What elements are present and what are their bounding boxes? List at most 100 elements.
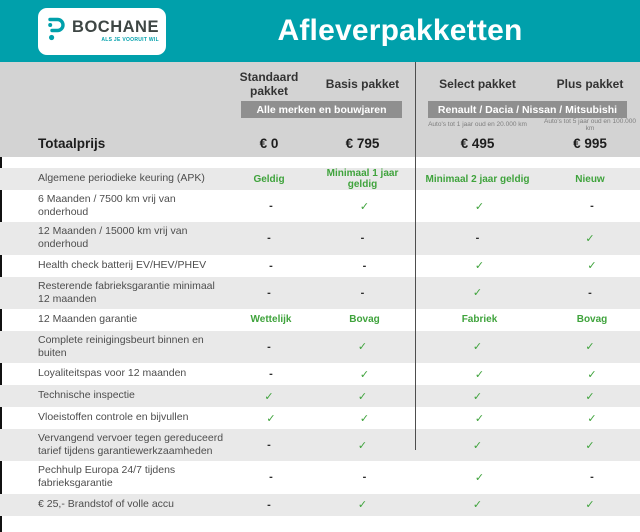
header-bar: BOCHANE ALS JE VOORUIT WIL Afleverpakket… bbox=[0, 0, 640, 62]
cell-basis: ✓ bbox=[359, 200, 370, 213]
cell-basis: ✓ bbox=[357, 390, 368, 403]
cell-basis: ✓ bbox=[357, 439, 368, 452]
cell-select: ✓ bbox=[474, 260, 485, 272]
column-title-plus: Plus pakket bbox=[556, 77, 624, 91]
cell-standaard: - bbox=[269, 200, 273, 213]
cell-plus: ✓ bbox=[585, 390, 595, 403]
table-row: 6 Maanden / 7500 km vrij van onderhoud -… bbox=[0, 190, 640, 223]
cell-standaard: - bbox=[267, 232, 271, 245]
cell-plus: - bbox=[590, 200, 594, 213]
bochane-logo: BOCHANE ALS JE VOORUIT WIL bbox=[38, 7, 166, 55]
cell-plus: ✓ bbox=[585, 341, 595, 354]
cell-standaard: - bbox=[267, 286, 271, 299]
cell-plus: Bovag bbox=[576, 314, 608, 326]
cell-basis: Minimaal 1 jaar geldig bbox=[326, 168, 399, 190]
cell-select: - bbox=[475, 232, 480, 245]
row-label: Complete reinigingsbeurt binnen en buite… bbox=[38, 333, 204, 359]
table-row: Loyaliteitspas voor 12 maanden - ✓ ✓ ✓ bbox=[0, 363, 640, 385]
column-header-band: Standaard pakket Basis pakket Select pak… bbox=[0, 62, 640, 157]
table-row: Algemene periodieke keuring (APK) Geldig… bbox=[0, 168, 640, 190]
cell-plus: - bbox=[590, 471, 594, 484]
column-title-standaard: Standaard pakket bbox=[239, 70, 299, 98]
price-basis: € 795 bbox=[345, 136, 380, 151]
cell-select: ✓ bbox=[472, 499, 483, 511]
bottom-filler bbox=[0, 515, 640, 532]
table-row: 12 Maanden garantie Wettelijk Bovag Fabr… bbox=[0, 308, 640, 331]
note-plus: Auto's tot 5 jaar oud en 100.000 km bbox=[544, 118, 636, 132]
badge-all-brands: Alle merken en bouwjaren bbox=[241, 101, 402, 118]
row-label: € 25,- Brandstof of volle accu bbox=[38, 497, 174, 510]
cell-standaard: ✓ bbox=[266, 412, 276, 425]
logo-tagline: ALS JE VOORUIT WIL bbox=[101, 36, 159, 43]
table-row: € 25,- Brandstof of volle accu - ✓ ✓ ✓ bbox=[0, 493, 640, 516]
table-row: Health check batterij EV/HEV/PHEV - - ✓ … bbox=[0, 254, 640, 277]
price-select: € 495 bbox=[460, 136, 495, 151]
cell-select: Minimaal 2 jaar geldig bbox=[425, 173, 530, 185]
price-standaard: € 0 bbox=[259, 136, 279, 151]
column-title-select: Select pakket bbox=[439, 77, 516, 91]
cell-select: ✓ bbox=[472, 287, 483, 300]
cell-select: ✓ bbox=[472, 341, 483, 354]
cell-basis: - bbox=[362, 259, 367, 272]
row-label: 6 Maanden / 7500 km vrij van onderhoud bbox=[38, 193, 176, 219]
totals-label: Totaalprijs bbox=[38, 136, 106, 151]
table-rows: Algemene periodieke keuring (APK) Geldig… bbox=[0, 168, 640, 516]
cell-plus: ✓ bbox=[587, 368, 597, 381]
cell-basis: - bbox=[362, 471, 367, 484]
row-label: 12 Maanden / 15000 km vrij van onderhoud bbox=[38, 225, 188, 251]
cell-standaard: ✓ bbox=[264, 390, 274, 403]
cell-plus: ✓ bbox=[587, 412, 597, 425]
row-label: Resterende fabrieksgarantie minimaal 12 … bbox=[38, 279, 215, 305]
cell-basis: ✓ bbox=[359, 368, 370, 381]
row-label: Vloeistoffen controle en bijvullen bbox=[38, 411, 189, 424]
cell-plus: ✓ bbox=[585, 499, 595, 511]
logo-text: BOCHANE ALS JE VOORUIT WIL bbox=[72, 19, 159, 43]
bochane-logo-icon bbox=[48, 17, 65, 41]
totals-row: Totaalprijs € 0 € 795 € 495 € 995 bbox=[0, 132, 640, 157]
badge-renault-group: Renault / Dacia / Nissan / Mitsubishi bbox=[428, 101, 627, 118]
cell-standaard: - bbox=[267, 340, 271, 353]
cell-standaard: - bbox=[269, 368, 273, 380]
table-row: Technische inspectie ✓ ✓ ✓ ✓ bbox=[0, 385, 640, 407]
cell-basis: ✓ bbox=[357, 499, 368, 511]
row-label: 12 Maanden garantie bbox=[38, 313, 138, 326]
table-row: Complete reinigingsbeurt binnen en buite… bbox=[0, 330, 640, 363]
cell-plus: - bbox=[588, 286, 592, 299]
cell-select: ✓ bbox=[474, 368, 485, 381]
cell-plus: ✓ bbox=[587, 260, 597, 272]
cell-select: ✓ bbox=[472, 390, 483, 403]
cell-select: ✓ bbox=[472, 439, 483, 452]
cell-standaard: Geldig bbox=[253, 173, 285, 185]
cell-standaard: - bbox=[267, 498, 271, 511]
row-label: Loyaliteitspas voor 12 maanden bbox=[38, 367, 187, 380]
table-row: 12 Maanden / 15000 km vrij van onderhoud… bbox=[0, 222, 640, 255]
row-label: Health check batterij EV/HEV/PHEV bbox=[38, 258, 207, 271]
cell-select: ✓ bbox=[474, 200, 485, 213]
row-label: Technische inspectie bbox=[38, 389, 135, 402]
cell-standaard: - bbox=[267, 439, 271, 452]
cell-basis: - bbox=[360, 286, 365, 299]
page-title: Afleverpakketten bbox=[277, 14, 523, 47]
notes-row: Auto's tot 1 jaar oud en 20.000 km Auto'… bbox=[0, 118, 640, 132]
cell-select: ✓ bbox=[474, 471, 485, 484]
table-row: Resterende fabrieksgarantie minimaal 12 … bbox=[0, 276, 640, 309]
column-title-basis: Basis pakket bbox=[325, 77, 400, 91]
table-row: Vervangend vervoer tegen gereduceerd tar… bbox=[0, 429, 640, 462]
cell-plus: ✓ bbox=[585, 232, 595, 245]
cell-basis: ✓ bbox=[359, 412, 370, 425]
row-label: Algemene periodieke keuring (APK) bbox=[38, 172, 205, 185]
price-plus: € 995 bbox=[573, 136, 607, 151]
cell-standaard: Wettelijk bbox=[250, 314, 292, 326]
cell-standaard: - bbox=[269, 471, 273, 484]
cell-basis: - bbox=[360, 232, 365, 245]
cell-select: ✓ bbox=[474, 412, 485, 425]
cell-standaard: - bbox=[269, 259, 273, 272]
note-select: Auto's tot 1 jaar oud en 20.000 km bbox=[428, 121, 527, 129]
column-titles-row: Standaard pakket Basis pakket Select pak… bbox=[0, 67, 640, 100]
band-gap bbox=[0, 157, 640, 168]
table-row: Vloeistoffen controle en bijvullen ✓ ✓ ✓… bbox=[0, 407, 640, 429]
cell-basis: ✓ bbox=[357, 341, 368, 354]
column-group-divider bbox=[415, 62, 416, 450]
badges-row: Alle merken en bouwjaren Renault / Dacia… bbox=[0, 101, 640, 118]
